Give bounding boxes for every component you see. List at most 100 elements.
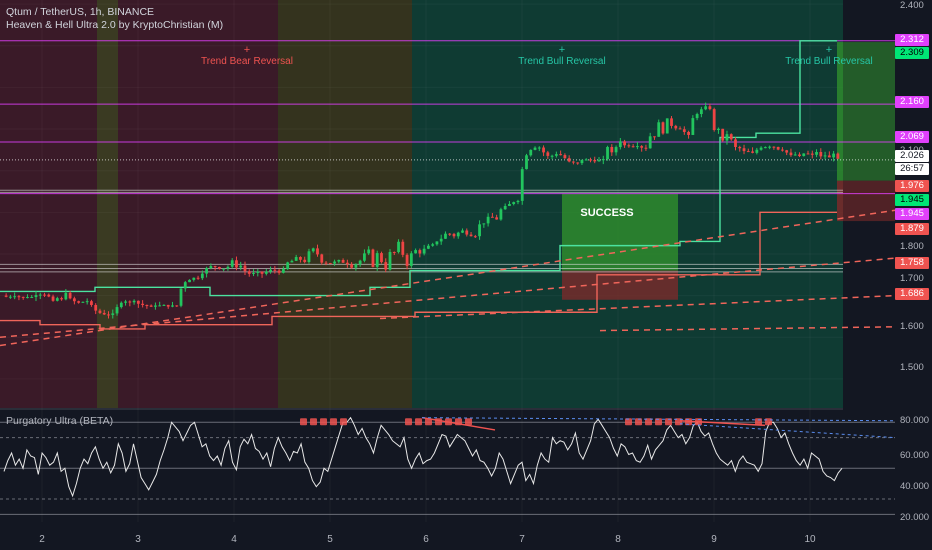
- y-tick-1800: 1.800: [900, 241, 924, 252]
- candle-body-36: [158, 305, 162, 307]
- candle-body-145: [623, 141, 627, 146]
- candle-body-53: [230, 260, 234, 267]
- candle-body-125: [537, 147, 541, 149]
- trade-zones: [562, 42, 895, 300]
- candle-body-79: [341, 259, 345, 263]
- candle-body-14: [64, 292, 68, 300]
- candle-body-22: [98, 310, 102, 313]
- candle-body-41: [179, 288, 183, 306]
- candle-body-148: [635, 146, 639, 148]
- candle-body-5: [26, 297, 29, 299]
- candle-body-172: [738, 146, 742, 149]
- candle-body-194: [832, 153, 836, 158]
- dashed-trendline-2: [379, 294, 896, 320]
- osc-signal-0-310: [310, 418, 317, 426]
- zone-band-2: [118, 0, 278, 408]
- candle-body-127: [546, 152, 550, 156]
- candle-body-93: [401, 241, 405, 255]
- x-tick-9: 9: [711, 534, 717, 545]
- candle-body-33: [145, 304, 149, 306]
- candle-body-31: [136, 300, 140, 304]
- candle-body-164: [704, 106, 708, 110]
- candle-body-140: [601, 159, 605, 161]
- candle-body-190: [815, 151, 818, 155]
- zone-band-0: [0, 0, 97, 408]
- candle-body-186: [798, 154, 801, 157]
- oscillator-pane: [0, 416, 896, 515]
- osc-signal-2-625: [625, 418, 632, 426]
- candle-body-124: [533, 147, 537, 150]
- candle-body-142: [610, 147, 614, 153]
- candle-body-137: [589, 159, 592, 161]
- osc-signal-3-765: [765, 418, 772, 426]
- symbol-title[interactable]: Qtum / TetherUS, 1h, BINANCE: [6, 6, 155, 18]
- candle-body-169: [725, 134, 729, 141]
- candle-body-94: [405, 254, 409, 266]
- candle-body-141: [606, 147, 609, 160]
- osc-signal-1-405: [405, 418, 412, 426]
- candle-body-102: [439, 238, 443, 242]
- candle-body-178: [763, 147, 767, 149]
- candle-body-136: [584, 159, 588, 161]
- bull-reversal-text-2: Trend Bull Reversal: [785, 56, 873, 67]
- price-tag-2312: 2.312: [895, 34, 929, 46]
- candle-body-184: [789, 152, 793, 156]
- osc-tick-20: 20.000: [900, 512, 930, 523]
- candle-body-151: [648, 136, 652, 149]
- osc-signal-0-340: [340, 418, 347, 426]
- y-tick-1600: 1.600: [900, 321, 924, 332]
- candle-body-131: [563, 155, 567, 159]
- candle-body-146: [627, 145, 631, 147]
- current-target-zone: [837, 42, 843, 181]
- candle-body-114: [490, 216, 494, 218]
- current-stop-zone: [837, 180, 843, 222]
- zone-band-1: [97, 0, 118, 408]
- candle-body-88: [380, 253, 383, 263]
- candle-body-121: [520, 169, 524, 201]
- candle-body-70: [303, 259, 307, 263]
- candle-body-34: [149, 305, 153, 307]
- time-axis-background: [0, 522, 843, 550]
- candle-body-159: [682, 129, 686, 132]
- candle-body-19: [85, 301, 89, 303]
- osc-tick-40: 40.000: [900, 481, 930, 492]
- candle-body-191: [819, 151, 823, 157]
- candle-body-40: [175, 305, 179, 307]
- candle-body-158: [678, 128, 682, 130]
- candle-body-181: [776, 146, 780, 150]
- y-tick-2400: 2.400: [900, 0, 924, 11]
- candle-body-92: [397, 241, 400, 253]
- candle-body-110: [473, 236, 477, 238]
- candle-body-81: [350, 264, 354, 268]
- candle-body-21: [94, 304, 98, 311]
- bear-reversal-plus: +: [243, 44, 251, 56]
- candle-body-111: [478, 224, 481, 237]
- candle-body-165: [708, 106, 712, 110]
- candle-body-188: [806, 153, 810, 155]
- candle-body-58: [252, 272, 255, 274]
- candle-body-66: [286, 262, 290, 270]
- osc-signal-1-415: [415, 418, 422, 426]
- candle-body-75: [324, 262, 328, 264]
- candle-body-134: [576, 162, 580, 164]
- x-tick-4: 4: [231, 534, 237, 545]
- indicator-title[interactable]: Heaven & Hell Ultra 2.0 by KryptoChristi…: [6, 19, 224, 31]
- candle-body-25: [111, 313, 115, 315]
- candle-body-170: [729, 134, 733, 140]
- candle-body-86: [371, 249, 375, 267]
- candle-body-52: [226, 266, 230, 269]
- candle-body-18: [81, 301, 85, 303]
- candle-body-85: [367, 249, 371, 254]
- candle-body-195: [836, 153, 840, 159]
- candle-body-144: [618, 141, 622, 148]
- candle-body-153: [657, 122, 661, 137]
- candle-body-76: [328, 263, 332, 265]
- osc-divergence-2: [679, 419, 766, 427]
- candle-body-71: [307, 251, 311, 263]
- osc-signal-0-320: [320, 418, 327, 426]
- candle-body-157: [674, 125, 678, 129]
- candle-body-138: [593, 159, 597, 162]
- oscillator-title[interactable]: Purgatory Ultra (BETA): [6, 415, 114, 427]
- x-tick-2: 2: [39, 534, 45, 545]
